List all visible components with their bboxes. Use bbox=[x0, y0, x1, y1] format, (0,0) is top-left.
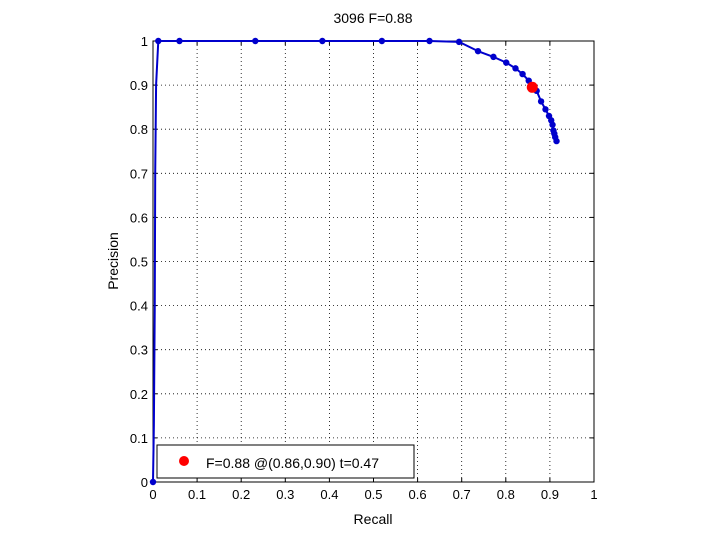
pr-curve-point bbox=[503, 59, 510, 66]
y-tick-label: 0.5 bbox=[130, 255, 148, 270]
x-tick-label: 0.9 bbox=[541, 487, 559, 502]
y-axis-label: Precision bbox=[105, 232, 121, 290]
pr-curve-point bbox=[252, 37, 259, 45]
y-tick-labels: 0 0.1 0.2 0.3 0.4 0.5 0.6 0.7 0.8 0.9 1 bbox=[130, 34, 148, 490]
x-tick-label: 1 bbox=[590, 487, 597, 502]
pr-curve-point bbox=[176, 37, 183, 45]
y-tick-label: 0 bbox=[141, 475, 148, 490]
y-tick-label: 0.3 bbox=[130, 343, 148, 358]
pr-curve-point bbox=[490, 53, 497, 61]
y-tick-label: 0.8 bbox=[130, 122, 148, 137]
y-tick-label: 0.6 bbox=[130, 210, 148, 225]
pr-curve-point bbox=[319, 37, 326, 45]
x-tick-label: 0.4 bbox=[320, 487, 338, 502]
pr-curve-point bbox=[426, 37, 433, 45]
x-tick-label: 0.8 bbox=[497, 487, 515, 502]
x-tick-labels: 0 0.1 0.2 0.3 0.4 0.5 0.6 0.7 0.8 0.9 1 bbox=[149, 487, 597, 502]
x-tick-label: 0.3 bbox=[276, 487, 294, 502]
pr-curve-point bbox=[149, 478, 157, 486]
pr-curve-point bbox=[155, 37, 162, 45]
legend-box bbox=[156, 444, 415, 479]
x-tick-label: 0 bbox=[149, 487, 156, 502]
x-tick-label: 0.1 bbox=[188, 487, 206, 502]
legend-label: F=0.88 @(0.86,0.90) t=0.47 bbox=[206, 455, 379, 471]
y-tick-label: 0.4 bbox=[130, 299, 148, 314]
y-tick-label: 0.2 bbox=[130, 387, 148, 402]
pr-curve-point bbox=[455, 38, 463, 46]
pr-curve-point bbox=[542, 106, 549, 113]
x-tick-label: 0.5 bbox=[364, 487, 382, 502]
x-tick-label: 0.2 bbox=[232, 487, 250, 502]
x-tick-label: 0.6 bbox=[409, 487, 427, 502]
grid-lines bbox=[153, 41, 594, 482]
pr-curve-point bbox=[519, 70, 526, 78]
highlight-layer bbox=[526, 81, 538, 93]
legend: F=0.88 @(0.86,0.90) t=0.47 bbox=[156, 444, 415, 479]
series-layer bbox=[149, 37, 560, 486]
x-tick-label: 0.7 bbox=[453, 487, 471, 502]
pr-curve-point bbox=[378, 37, 386, 45]
chart-title: 3096 F=0.88 bbox=[333, 10, 412, 26]
pr-curve-point bbox=[553, 137, 560, 145]
legend-marker bbox=[179, 456, 189, 466]
best-f-point bbox=[526, 81, 538, 93]
y-tick-label: 0.1 bbox=[130, 431, 148, 446]
y-tick-label: 1 bbox=[141, 34, 148, 49]
pr-curve-point bbox=[512, 65, 519, 72]
x-axis-label: Recall bbox=[354, 511, 393, 527]
pr-curve-point bbox=[537, 98, 545, 105]
pr-curve-point bbox=[474, 47, 482, 55]
y-tick-label: 0.7 bbox=[130, 166, 148, 181]
pr-curve-point bbox=[549, 121, 556, 128]
y-tick-label: 0.9 bbox=[130, 78, 148, 93]
